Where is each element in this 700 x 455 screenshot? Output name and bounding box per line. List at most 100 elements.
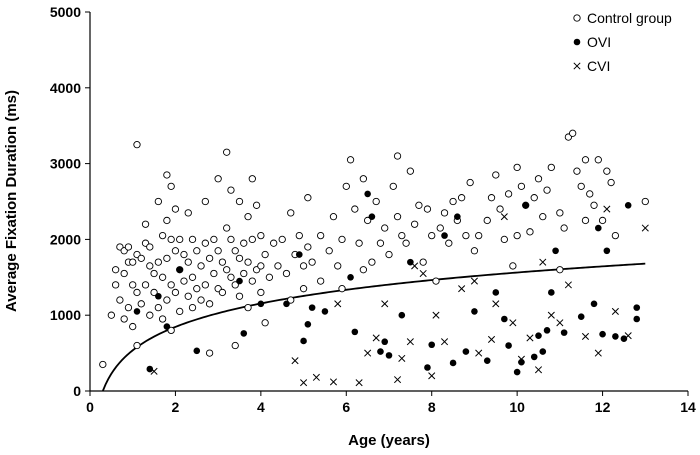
ovi-point	[513, 368, 521, 376]
control-point	[171, 205, 180, 213]
control-point	[167, 235, 175, 244]
control-point	[556, 266, 564, 274]
control-point	[500, 235, 508, 244]
control-point	[193, 285, 201, 293]
control-point	[184, 292, 192, 300]
control-point	[163, 216, 171, 225]
control-point	[218, 288, 227, 297]
control-point	[231, 247, 239, 255]
control-point	[129, 258, 137, 266]
cvi-point	[526, 334, 534, 342]
control-point	[235, 292, 244, 300]
cvi-point	[517, 355, 525, 363]
ovi-point	[193, 347, 201, 355]
ovi-point	[398, 311, 406, 319]
ovi-point	[454, 213, 461, 220]
control-point	[146, 262, 154, 270]
cvi-point	[419, 269, 427, 278]
points-layer	[99, 129, 649, 387]
control-point	[205, 349, 214, 357]
ovi-point	[518, 358, 525, 366]
control-point	[167, 326, 175, 335]
control-point	[124, 243, 133, 251]
control-point	[265, 273, 274, 281]
y-tick-label: 1000	[50, 307, 81, 323]
control-point	[133, 140, 141, 149]
control-point	[282, 269, 291, 278]
cvi-point	[432, 311, 440, 319]
ovi-point	[236, 277, 243, 285]
control-point	[338, 285, 346, 293]
control-point	[470, 247, 479, 255]
control-point	[231, 281, 239, 289]
control-point	[402, 239, 410, 247]
cvi-point	[624, 332, 632, 340]
cvi-point	[534, 366, 543, 374]
ovi-point	[552, 247, 559, 255]
control-point	[376, 239, 385, 247]
control-point	[317, 231, 325, 240]
control-point	[257, 231, 265, 240]
ovi-point	[428, 341, 436, 349]
control-point	[393, 152, 402, 160]
legend-label: Control group	[587, 10, 672, 26]
control-point	[214, 247, 222, 255]
control-point	[167, 281, 175, 289]
cvi-point	[470, 277, 478, 285]
ovi-point	[633, 315, 641, 323]
control-point	[129, 281, 137, 289]
control-point	[287, 209, 295, 217]
control-point	[556, 209, 564, 217]
control-point	[99, 360, 107, 369]
control-point	[513, 163, 521, 172]
control-point	[167, 182, 175, 190]
ovi-point	[483, 357, 491, 364]
ovi-point	[364, 190, 371, 198]
control-point	[317, 277, 325, 285]
y-tick-label: 0	[73, 383, 81, 399]
control-point	[227, 186, 235, 194]
control-point	[133, 341, 141, 350]
cvi-point	[372, 334, 380, 342]
control-point	[581, 156, 590, 164]
ovi-point	[240, 330, 248, 337]
ovi-point	[385, 352, 393, 359]
control-point	[176, 307, 184, 316]
ovi-point	[539, 348, 547, 355]
ovi-point	[599, 330, 606, 338]
legend-marker	[573, 14, 581, 22]
control-point	[611, 231, 620, 240]
control-point	[457, 194, 466, 202]
cvi-point	[603, 205, 611, 213]
ovi-point	[603, 247, 611, 255]
ovi-point	[441, 232, 448, 239]
control-point	[603, 167, 611, 175]
control-point	[244, 258, 252, 266]
control-point	[210, 235, 218, 244]
y-tick-label: 3000	[50, 156, 81, 172]
control-point	[252, 201, 261, 209]
cvi-point	[364, 349, 372, 357]
x-tick-label: 0	[86, 399, 94, 415]
control-point	[188, 235, 197, 244]
control-point	[334, 262, 342, 270]
control-point	[278, 235, 286, 244]
control-point	[184, 209, 192, 217]
control-point	[428, 231, 436, 240]
control-point	[223, 148, 231, 156]
control-point	[569, 129, 577, 137]
fit-curve-layer	[101, 262, 646, 392]
cvi-point	[547, 311, 555, 319]
control-point	[436, 224, 444, 232]
cvi-point	[300, 379, 308, 387]
ovi-point	[449, 359, 457, 367]
cvi-point	[564, 281, 572, 289]
control-point	[346, 156, 355, 164]
cvi-point	[312, 373, 320, 381]
control-point	[205, 254, 214, 263]
control-point	[270, 239, 278, 247]
control-point	[171, 288, 180, 297]
control-point	[359, 175, 368, 183]
ovi-point	[471, 308, 478, 315]
control-point	[150, 288, 158, 297]
